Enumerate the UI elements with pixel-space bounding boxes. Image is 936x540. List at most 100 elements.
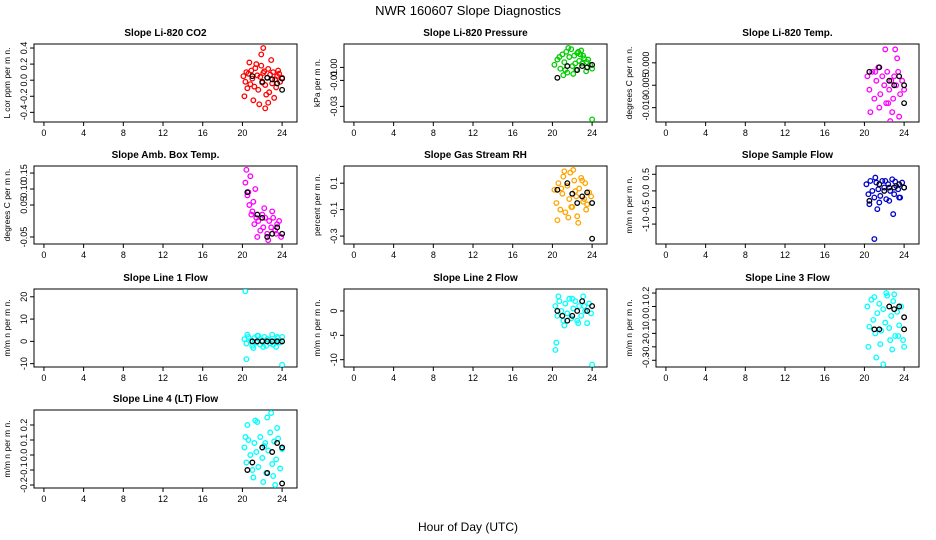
sample-point <box>896 322 903 329</box>
sample-point <box>254 234 261 240</box>
x-tick-label: 24 <box>587 250 597 260</box>
sample-point <box>901 343 908 350</box>
sample-point <box>865 191 872 198</box>
y-tick-label: -0.3 <box>641 353 651 369</box>
x-tick-label: 4 <box>81 250 86 260</box>
reference-point <box>259 444 266 451</box>
x-tick-label: 20 <box>237 128 247 138</box>
x-tick-label: 8 <box>121 494 126 504</box>
sample-point <box>568 204 575 210</box>
x-tick-label: 4 <box>81 373 86 383</box>
sample-point <box>899 77 906 84</box>
sample-point <box>556 298 563 305</box>
sample-point <box>892 46 899 53</box>
plot-frame <box>655 43 920 123</box>
sample-point <box>262 105 269 112</box>
y-tick-label: 0.15 <box>19 164 29 182</box>
y-tick-label: -0.005 <box>641 72 651 98</box>
sample-point <box>877 91 884 98</box>
sample-point <box>866 201 873 208</box>
sample-point <box>247 452 254 458</box>
sample-point <box>270 69 277 76</box>
sample-point <box>874 310 881 317</box>
sample-point <box>565 214 572 221</box>
figure-title: NWR 160607 Slope Diagnostics <box>375 3 561 18</box>
sample-point <box>864 303 871 310</box>
x-tick-label: 0 <box>351 373 356 383</box>
y-tick-label: -0.1 <box>641 326 651 342</box>
sample-point <box>573 193 580 200</box>
reference-point <box>574 307 581 314</box>
reference-point <box>891 306 898 313</box>
sample-point <box>871 95 878 102</box>
data-points <box>241 410 286 488</box>
sample-point <box>561 322 568 329</box>
y-axis-label: kPa per m n. <box>312 59 322 107</box>
data-points <box>551 167 596 242</box>
sample-point <box>265 65 272 72</box>
sample-point <box>869 68 876 75</box>
sample-point <box>584 201 591 208</box>
sample-point <box>580 52 587 59</box>
sample-point <box>885 100 892 107</box>
reference-point <box>584 189 591 196</box>
reference-point <box>569 190 576 197</box>
y-tick-label: -0.2 <box>19 89 29 105</box>
x-tick-label: 8 <box>743 128 748 138</box>
sample-point <box>566 295 573 302</box>
sample-point <box>883 290 890 296</box>
sample-point <box>256 101 263 108</box>
y-tick-label: 0.00 <box>329 59 339 77</box>
reference-point <box>866 68 873 75</box>
plot-frame <box>655 288 920 368</box>
reference-point <box>274 80 281 87</box>
sample-point <box>553 200 560 206</box>
reference-point <box>881 187 888 194</box>
reference-point <box>254 211 261 218</box>
chart-panel-1: Slope Li-820 CO2 0 4 8 12 16 20 24 -0.4-0.2 0.0 0.… <box>2 28 298 138</box>
plot-frame <box>343 288 608 368</box>
sample-point <box>575 219 582 226</box>
sample-point <box>568 46 575 53</box>
x-tick-label: 0 <box>41 128 46 138</box>
sample-point <box>561 59 568 66</box>
x-tick-label: 12 <box>468 128 478 138</box>
data-points <box>241 289 286 367</box>
sample-point <box>576 303 583 310</box>
plot-frame <box>343 43 608 123</box>
x-tick-label: 20 <box>237 250 247 260</box>
sample-point <box>244 192 251 199</box>
sample-point <box>277 465 284 472</box>
x-tick-label: 16 <box>508 373 518 383</box>
sample-point <box>265 237 272 244</box>
reference-point <box>244 189 251 196</box>
sample-point <box>870 316 877 323</box>
chart-panel-8: Slope Line 2 Flow 0 4 8 12 16 20 24 -10 -5 0 m/m n … <box>312 273 608 383</box>
y-tick-label: 0.000 <box>641 52 651 75</box>
y-tick-label: 0.10 <box>19 180 29 198</box>
sample-point <box>887 118 894 122</box>
x-tick-label: 20 <box>547 373 557 383</box>
x-tick-label: 24 <box>899 250 909 260</box>
x-tick-label: 12 <box>780 250 790 260</box>
y-tick-label: 0.0 <box>19 74 29 87</box>
sample-point <box>572 60 579 67</box>
sample-point <box>873 77 880 84</box>
data-points <box>551 44 596 122</box>
sample-point <box>242 289 249 295</box>
sample-point <box>566 196 573 203</box>
x-tick-label: 4 <box>703 250 708 260</box>
y-tick-label: -0.05 <box>19 227 29 248</box>
sample-point <box>866 323 873 330</box>
x-tick-label: 16 <box>198 128 208 138</box>
y-tick-label: 0.05 <box>19 196 29 214</box>
x-tick-label: 20 <box>237 373 247 383</box>
panel-title: Slope Line 2 Flow <box>433 273 518 284</box>
sample-point <box>278 234 285 240</box>
sample-point <box>866 86 873 93</box>
x-tick-label: 0 <box>663 373 668 383</box>
x-tick-label: 0 <box>351 128 356 138</box>
x-tick-label: 0 <box>41 250 46 260</box>
sample-point <box>560 72 567 79</box>
